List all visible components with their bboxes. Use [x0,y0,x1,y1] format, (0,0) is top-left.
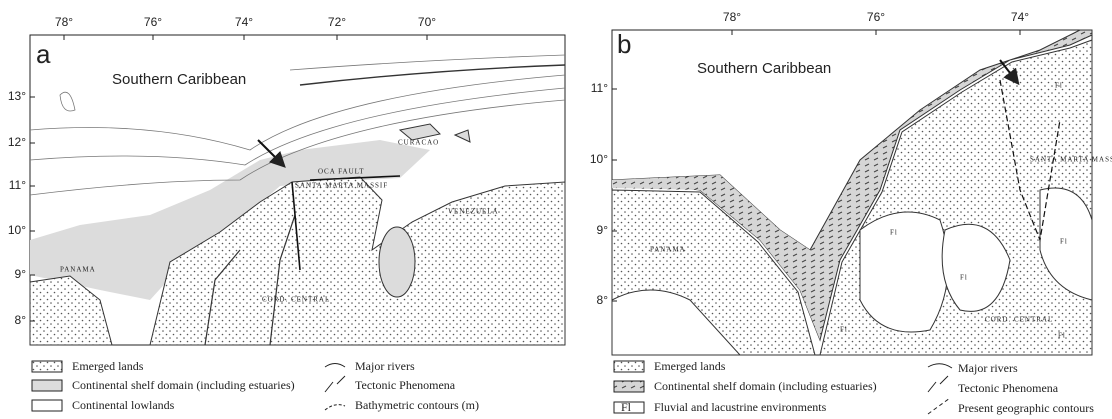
legend-label: Continental shelf domain (including estu… [654,379,877,393]
place-label: PANAMA [60,266,96,274]
place-label: Fl [1055,82,1063,90]
lon-tick-label: 76° [144,15,162,29]
map-title: Southern Caribbean [697,60,831,77]
legend-label: Present geographic contours [958,401,1094,415]
legend-label: Tectonic Phenomena [355,378,456,392]
place-label: CORD. CENTRAL [262,296,330,304]
lon-tick-label: 74° [235,15,253,29]
panel-label: a [36,39,51,69]
lat-tick-label: 12° [8,135,26,149]
lon-tick-label: 78° [55,15,73,29]
legend-label: Continental lowlands [72,398,175,412]
lon-tick-label: 72° [328,15,346,29]
lon-tick-label: 74° [1011,10,1029,24]
place-label: OCA FAULT [318,168,365,176]
lon-tick-label: 70° [418,15,436,29]
legend-label: Major rivers [355,359,415,373]
place-label: Fl [1058,332,1066,340]
legend-label: Emerged lands [72,359,144,373]
legend-label: Tectonic Phenomena [958,381,1059,395]
lat-tick-label: 8° [597,293,609,307]
place-label: Fl [890,229,898,237]
lat-tick-label: 9° [597,223,609,237]
place-label: Fl [840,326,848,334]
map-b [612,30,1092,355]
place-label: SANTA MARTA MASSIF [1030,156,1112,164]
lon-tick-label: 78° [723,10,741,24]
lat-tick-label: 10° [590,152,608,166]
place-label: CURACAO [398,139,439,147]
legend-label: Fl [621,400,632,414]
figure: a Southern Caribbean 78° 76° 74° 72° 70° 13° 12°… [0,0,1112,419]
legend-label: Fluvial and lacustrine environments [654,400,827,414]
legend-label: Continental shelf domain (including estu… [72,378,295,392]
legend-label: Emerged lands [654,359,726,373]
lat-tick-label: 9° [15,267,27,281]
lon-tick-label: 76° [867,10,885,24]
lat-tick-label: 11° [591,81,608,95]
place-label: CORD. CENTRAL [985,316,1053,324]
panel-label: b [617,29,631,59]
place-label: Fl [960,274,968,282]
lat-tick-label: 10° [8,223,26,237]
lat-tick-label: 11° [9,178,26,192]
legend-label: Bathymetric contours (m) [355,398,479,412]
legend-label: Major rivers [958,361,1018,375]
place-label: Fl [1060,238,1068,246]
lat-tick-label: 8° [15,313,27,327]
place-label: PANAMA [650,246,686,254]
lat-tick-label: 13° [8,89,26,103]
map-title: Southern Caribbean [112,71,246,88]
place-label: SANTA MARTA MASSIF [295,182,388,190]
place-label: VENEZUELA [448,208,499,216]
